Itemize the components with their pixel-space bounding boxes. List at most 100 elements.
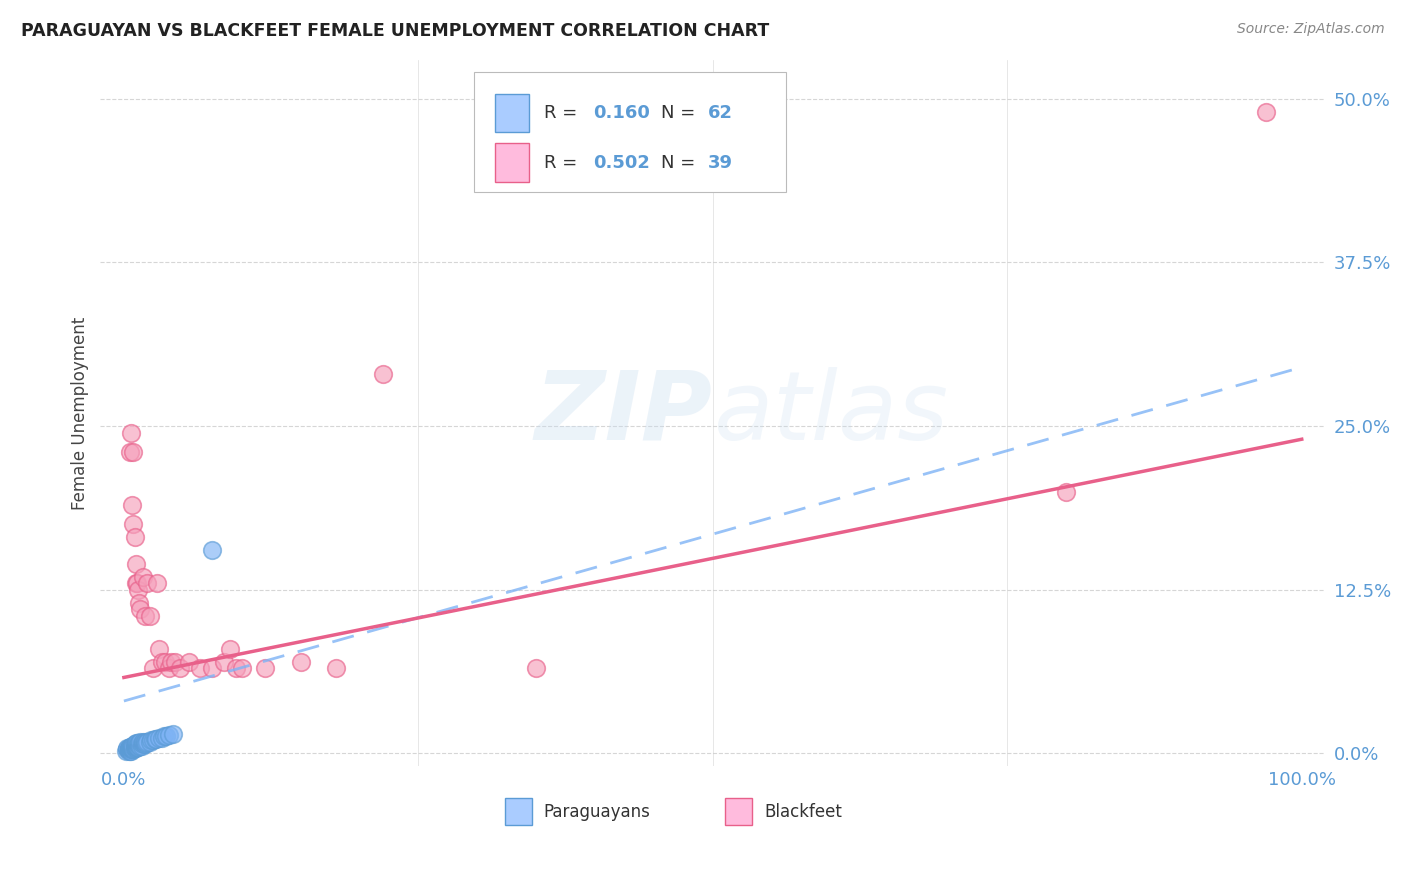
Point bbox=[120, 742, 142, 756]
Point bbox=[190, 661, 212, 675]
Point bbox=[371, 367, 394, 381]
Point bbox=[136, 576, 159, 591]
Point bbox=[125, 737, 148, 751]
Text: Blackfeet: Blackfeet bbox=[765, 803, 842, 821]
Point bbox=[162, 727, 184, 741]
Point bbox=[139, 734, 162, 748]
FancyBboxPatch shape bbox=[505, 798, 531, 825]
Text: N =: N = bbox=[661, 153, 702, 172]
Point bbox=[143, 731, 166, 746]
Point bbox=[125, 739, 148, 754]
Point bbox=[121, 742, 143, 756]
Point bbox=[155, 730, 177, 744]
Point bbox=[121, 739, 143, 753]
Point bbox=[117, 741, 139, 756]
Point bbox=[231, 661, 253, 675]
Point bbox=[118, 742, 141, 756]
Point bbox=[117, 742, 139, 756]
FancyBboxPatch shape bbox=[495, 143, 529, 182]
Point bbox=[134, 734, 156, 748]
Point bbox=[201, 543, 224, 558]
Point bbox=[125, 576, 148, 591]
Text: atlas: atlas bbox=[713, 367, 948, 459]
Point bbox=[142, 733, 165, 747]
Point bbox=[153, 655, 176, 669]
Point bbox=[129, 739, 152, 753]
Point bbox=[120, 741, 142, 756]
Point bbox=[118, 739, 141, 754]
Point bbox=[121, 739, 143, 754]
Point bbox=[132, 734, 155, 748]
Point bbox=[524, 661, 547, 675]
Point bbox=[121, 498, 143, 512]
Point bbox=[118, 744, 141, 758]
Point bbox=[146, 576, 169, 591]
Point bbox=[125, 736, 148, 750]
Point bbox=[212, 655, 235, 669]
FancyBboxPatch shape bbox=[474, 72, 786, 193]
Point bbox=[125, 576, 148, 591]
Point bbox=[139, 609, 162, 624]
Text: 0.160: 0.160 bbox=[593, 104, 650, 122]
Point bbox=[131, 739, 153, 753]
Point bbox=[122, 742, 145, 756]
Point bbox=[127, 582, 149, 597]
Point bbox=[117, 741, 139, 756]
Point bbox=[142, 661, 165, 675]
Point bbox=[139, 733, 162, 747]
Text: Paraguayans: Paraguayans bbox=[544, 803, 651, 821]
Point bbox=[118, 741, 141, 756]
Point bbox=[136, 734, 159, 748]
Point bbox=[117, 744, 139, 758]
Point bbox=[124, 530, 146, 544]
Point bbox=[121, 741, 143, 756]
Point bbox=[120, 744, 142, 758]
Text: Source: ZipAtlas.com: Source: ZipAtlas.com bbox=[1237, 22, 1385, 37]
Point bbox=[128, 736, 150, 750]
Point bbox=[122, 741, 145, 756]
Point bbox=[148, 641, 170, 656]
Point bbox=[124, 737, 146, 751]
Point bbox=[163, 655, 186, 669]
Point bbox=[1256, 105, 1278, 120]
Point bbox=[132, 737, 155, 751]
Point bbox=[254, 661, 277, 675]
Point bbox=[127, 739, 149, 754]
Point bbox=[129, 602, 152, 616]
Point bbox=[148, 731, 170, 745]
Point bbox=[1054, 484, 1077, 499]
Point bbox=[134, 737, 156, 751]
Point bbox=[157, 661, 180, 675]
Point bbox=[131, 736, 153, 750]
Text: ZIP: ZIP bbox=[534, 367, 713, 459]
Point bbox=[118, 445, 141, 459]
Point bbox=[117, 742, 139, 756]
Point bbox=[122, 739, 145, 753]
Point bbox=[225, 661, 247, 675]
Point bbox=[125, 739, 148, 754]
Point bbox=[160, 655, 183, 669]
Text: N =: N = bbox=[661, 104, 702, 122]
Point bbox=[201, 661, 224, 675]
Point bbox=[118, 741, 141, 756]
Point bbox=[118, 742, 141, 756]
Point bbox=[132, 569, 155, 583]
Point bbox=[125, 741, 148, 756]
Point bbox=[120, 739, 142, 754]
FancyBboxPatch shape bbox=[495, 94, 529, 132]
Text: 0.502: 0.502 bbox=[593, 153, 650, 172]
Point bbox=[128, 596, 150, 610]
Point bbox=[150, 655, 173, 669]
Text: 62: 62 bbox=[709, 104, 733, 122]
Text: R =: R = bbox=[544, 153, 582, 172]
Point bbox=[117, 742, 139, 756]
Point bbox=[145, 731, 167, 746]
Point bbox=[150, 731, 173, 745]
Point bbox=[325, 661, 347, 675]
FancyBboxPatch shape bbox=[725, 798, 752, 825]
Point bbox=[125, 557, 148, 571]
Point bbox=[219, 641, 242, 656]
Point bbox=[134, 609, 156, 624]
Point bbox=[124, 741, 146, 756]
Point bbox=[157, 728, 180, 742]
